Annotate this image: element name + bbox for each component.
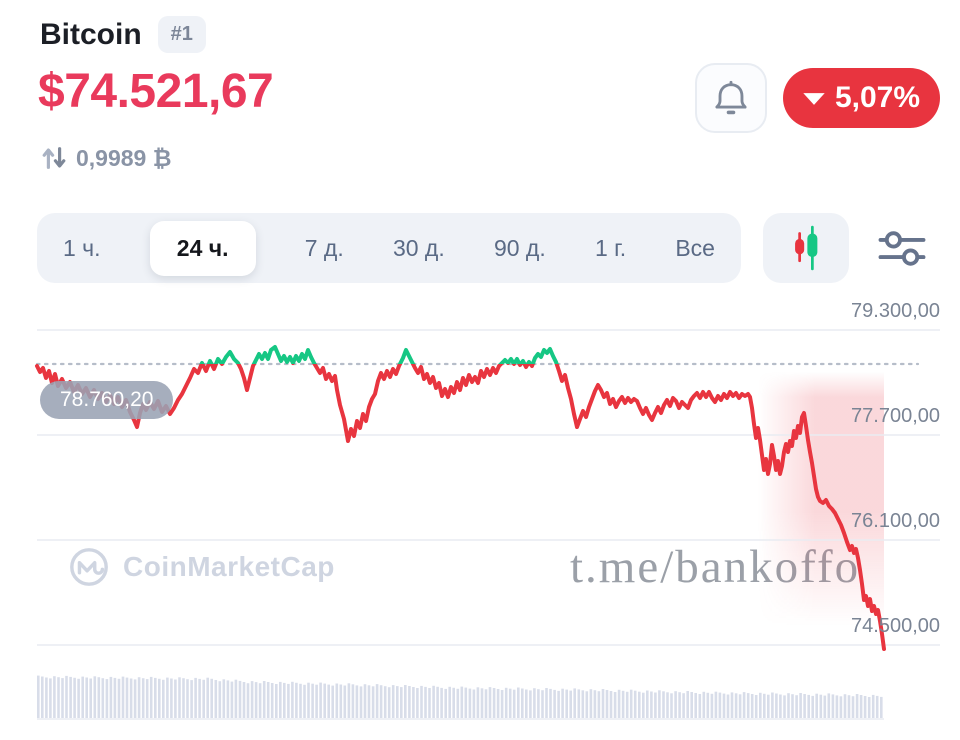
conversion-row: 0,9989 ₿ bbox=[40, 144, 171, 172]
alert-bell-button[interactable] bbox=[695, 63, 767, 133]
candlestick-icon bbox=[795, 225, 818, 271]
conversion-value: 0,9989 ₿ bbox=[76, 144, 172, 171]
coinmarketcap-watermark-text: CoinMarketCap bbox=[123, 551, 335, 582]
range-tab-1h[interactable]: 1 ч. bbox=[63, 234, 101, 261]
open-price-pill: 78.760,20 bbox=[40, 381, 174, 419]
candlestick-toggle-button[interactable] bbox=[763, 213, 849, 283]
bell-icon bbox=[715, 80, 747, 115]
range-tab-90d[interactable]: 90 д. bbox=[493, 234, 546, 261]
range-tab-30d[interactable]: 30 д. bbox=[392, 234, 445, 261]
coinmarketcap-watermark: CoinMarketCap bbox=[68, 546, 335, 588]
range-tab-all[interactable]: Все bbox=[675, 234, 715, 261]
sliders-icon bbox=[878, 230, 926, 266]
rank-badge: #1 bbox=[157, 16, 206, 53]
change-percent-value: 5,07% bbox=[834, 81, 921, 114]
change-percent-badge[interactable]: 5,07% bbox=[783, 68, 940, 128]
coin-header: Bitcoin #1 bbox=[40, 16, 206, 53]
coin-name: Bitcoin bbox=[40, 17, 142, 51]
triangle-down-icon bbox=[803, 92, 825, 105]
time-range-bar: 1 ч. 24 ч. 7 д. 30 д. 90 д. 1 г. Все bbox=[37, 213, 741, 283]
chart-settings-button[interactable] bbox=[872, 225, 932, 271]
range-tab-7d[interactable]: 7 д. bbox=[304, 234, 344, 261]
coinmarketcap-logo-icon bbox=[70, 548, 108, 586]
y-axis-label: 77.700,00 bbox=[851, 405, 940, 427]
updown-arrows-icon bbox=[42, 147, 66, 169]
volume-bars bbox=[37, 675, 883, 718]
coin-price: $74.521,67 bbox=[38, 65, 274, 118]
y-axis-label: 74.500,00 bbox=[851, 615, 940, 637]
y-axis-label: 79.300,00 bbox=[851, 300, 940, 322]
range-tab-1y[interactable]: 1 г. bbox=[594, 234, 627, 261]
range-tab-24h[interactable]: 24 ч. bbox=[149, 220, 256, 276]
y-axis-label: 76.100,00 bbox=[851, 510, 940, 532]
